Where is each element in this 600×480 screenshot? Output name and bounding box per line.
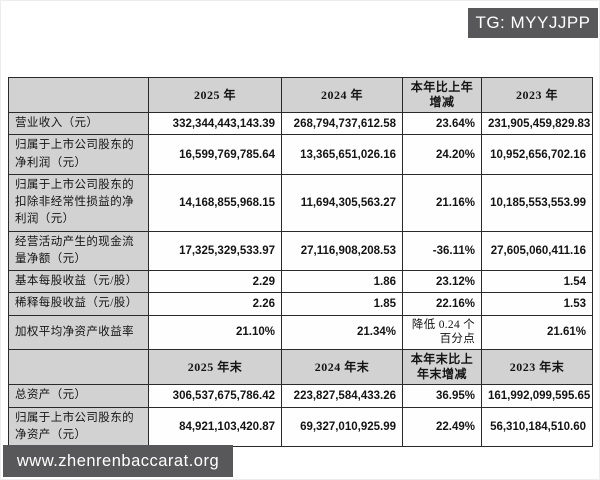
header-2024: 2024 年	[281, 77, 403, 113]
value-cell: 1.86	[281, 269, 403, 294]
value-cell: 36.95%	[402, 384, 482, 408]
value-cell: 84,921,103,420.87	[148, 406, 282, 448]
value-cell: 11,694,305,563.27	[281, 173, 403, 232]
value-cell: 2.29	[148, 269, 282, 294]
header-year-end-change: 本年末比上年末增减	[402, 349, 482, 386]
header-2025-end: 2025 年末	[148, 349, 282, 386]
row-net-profit-deducted: 归属于上市公司股东的扣除非经常性损益的净利润（元） 14,168,855,968…	[8, 173, 593, 232]
value-cell: 21.61%	[481, 314, 593, 351]
value-cell: 10,185,553,553.99	[481, 173, 593, 232]
value-cell: 16,599,769,785.64	[148, 134, 282, 175]
financial-summary-table: 2025 年 2024 年 本年比上年增减 2023 年 营业收入（元） 332…	[8, 77, 593, 448]
watermark-url-badge: www.zhenrenbaccarat.org	[3, 445, 233, 477]
row-weighted-roe: 加权平均净资产收益率 21.10% 21.34% 降低 0.24 个百分点 21…	[8, 314, 593, 351]
row-diluted-eps: 稀释每股收益（元/股） 2.26 1.85 22.16% 1.53	[8, 292, 593, 316]
value-cell: 332,344,443,143.39	[148, 111, 282, 136]
row-total-assets: 总资产（元） 306,537,675,786.42 223,827,584,43…	[8, 384, 593, 408]
row-revenue: 营业收入（元） 332,344,443,143.39 268,794,737,6…	[8, 111, 593, 136]
value-cell: 24.20%	[402, 134, 482, 175]
value-cell: 27,116,908,208.53	[281, 230, 403, 271]
value-cell: 21.34%	[281, 314, 403, 351]
header-2023: 2023 年	[481, 77, 593, 113]
value-cell: 231,905,459,829.83	[481, 111, 593, 136]
header-yoy-change: 本年比上年增减	[402, 77, 482, 113]
value-cell: 21.16%	[402, 173, 482, 232]
row-operating-cash-flow: 经营活动产生的现金流量净额（元） 17,325,329,533.97 27,11…	[8, 230, 593, 271]
row-label: 营业收入（元）	[8, 111, 149, 136]
value-cell: 306,537,675,786.42	[148, 384, 282, 408]
row-label: 加权平均净资产收益率	[8, 314, 149, 351]
value-cell: 23.64%	[402, 111, 482, 136]
value-cell: 56,310,184,510.60	[481, 406, 593, 448]
table-header-row-annual: 2025 年 2024 年 本年比上年增减 2023 年	[8, 77, 593, 113]
row-label: 基本每股收益（元/股）	[8, 269, 149, 294]
value-cell: 降低 0.24 个百分点	[402, 314, 482, 351]
watermark-telegram-badge: TG: MYYJJPP	[468, 8, 598, 38]
value-cell: 1.85	[281, 292, 403, 316]
row-label: 总资产（元）	[8, 384, 149, 408]
row-label: 归属于上市公司股东的净资产（元）	[8, 406, 149, 448]
row-label: 稀释每股收益（元/股）	[8, 292, 149, 316]
value-cell: 23.12%	[402, 269, 482, 294]
row-label: 归属于上市公司股东的扣除非经常性损益的净利润（元）	[8, 173, 149, 232]
value-cell: 223,827,584,433.26	[281, 384, 403, 408]
value-cell: 10,952,656,702.16	[481, 134, 593, 175]
value-cell: 14,168,855,968.15	[148, 173, 282, 232]
row-net-profit: 归属于上市公司股东的净利润（元） 16,599,769,785.64 13,36…	[8, 134, 593, 175]
value-cell: 2.26	[148, 292, 282, 316]
value-cell: 27,605,060,411.16	[481, 230, 593, 271]
value-cell: 1.54	[481, 269, 593, 294]
value-cell: 13,365,651,026.16	[281, 134, 403, 175]
value-cell: 22.49%	[402, 406, 482, 448]
value-cell: 21.10%	[148, 314, 282, 351]
value-cell: 1.53	[481, 292, 593, 316]
value-cell: 69,327,010,925.99	[281, 406, 403, 448]
row-net-assets: 归属于上市公司股东的净资产（元） 84,921,103,420.87 69,32…	[8, 406, 593, 448]
value-cell: 17,325,329,533.97	[148, 230, 282, 271]
value-cell: 161,992,099,595.65	[481, 384, 593, 408]
value-cell: 268,794,737,612.58	[281, 111, 403, 136]
row-label: 经营活动产生的现金流量净额（元）	[8, 230, 149, 271]
table-header-row-year-end: 2025 年末 2024 年末 本年末比上年末增减 2023 年末	[8, 349, 593, 386]
row-basic-eps: 基本每股收益（元/股） 2.29 1.86 23.12% 1.54	[8, 269, 593, 294]
header-2025: 2025 年	[148, 77, 282, 113]
row-label: 归属于上市公司股东的净利润（元）	[8, 134, 149, 175]
header-empty-cell	[8, 77, 149, 113]
header-2024-end: 2024 年末	[281, 349, 403, 386]
header-empty-cell	[8, 349, 149, 386]
value-cell: -36.11%	[402, 230, 482, 271]
value-cell: 22.16%	[402, 292, 482, 316]
header-2023-end: 2023 年末	[481, 349, 593, 386]
